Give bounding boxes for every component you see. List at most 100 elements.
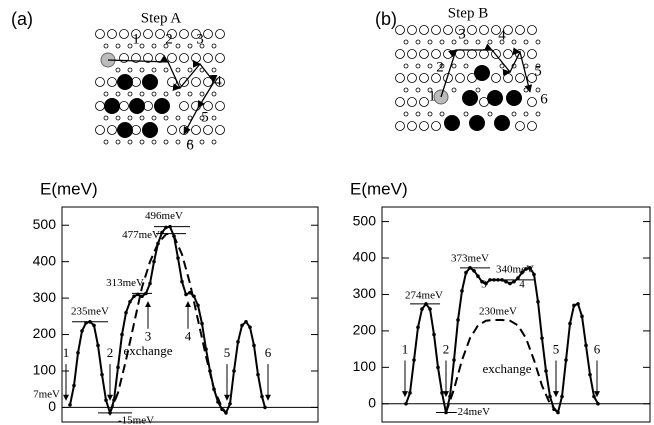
data-point xyxy=(476,274,480,279)
adatom xyxy=(462,90,478,106)
atom xyxy=(535,87,541,93)
data-point xyxy=(76,350,80,355)
panel-label: (b) xyxy=(375,9,397,29)
atom xyxy=(511,111,517,117)
data-point xyxy=(256,372,260,377)
atom xyxy=(203,29,213,39)
diffusion-path xyxy=(107,54,218,135)
atom xyxy=(143,29,153,39)
atom xyxy=(431,121,441,131)
atom xyxy=(115,91,121,97)
atom xyxy=(131,29,141,39)
panel-label: (a) xyxy=(11,9,33,29)
atom xyxy=(395,49,405,59)
atom xyxy=(479,25,489,35)
site-label: 2 xyxy=(443,341,450,356)
data-point xyxy=(564,358,568,362)
data-point xyxy=(96,343,100,348)
atom xyxy=(143,53,153,63)
inset-site-label: 3 xyxy=(196,31,204,47)
atom xyxy=(163,139,169,145)
y-tick-label: 0 xyxy=(368,394,376,410)
atom xyxy=(163,43,169,49)
atom xyxy=(427,63,433,69)
atom xyxy=(535,63,541,69)
atom xyxy=(203,53,213,63)
adatom xyxy=(117,122,133,138)
y-tick-label: 200 xyxy=(33,325,57,341)
adatom xyxy=(444,115,460,131)
data-point xyxy=(588,372,592,377)
atom xyxy=(523,63,529,69)
atom xyxy=(191,125,201,135)
y-tick-label: 100 xyxy=(353,358,377,374)
atom xyxy=(455,49,465,59)
data-point xyxy=(440,391,444,395)
energy-curve xyxy=(445,319,559,414)
atom xyxy=(191,53,201,63)
atom xyxy=(527,49,537,59)
data-point xyxy=(472,268,476,273)
data-point xyxy=(124,310,128,315)
plot-frame xyxy=(381,206,651,423)
atom xyxy=(443,49,453,59)
level-label: 235meV xyxy=(71,305,109,317)
atom xyxy=(163,115,169,121)
atom xyxy=(215,53,225,63)
atom xyxy=(107,77,117,87)
data-point xyxy=(128,299,132,304)
atom xyxy=(191,77,201,87)
site-label: 5 xyxy=(553,341,560,356)
data-point xyxy=(504,279,508,284)
site-label: 1 xyxy=(63,345,70,360)
adatom xyxy=(506,90,522,106)
atom xyxy=(175,67,181,73)
data-point xyxy=(572,303,576,308)
atom xyxy=(179,101,189,111)
atom xyxy=(407,25,417,35)
atom xyxy=(95,101,105,111)
data-point xyxy=(560,394,564,399)
atom xyxy=(419,25,429,35)
site-label: 4 xyxy=(185,329,192,344)
y-axis-label: E(meV) xyxy=(350,179,408,198)
inset-site-label: 5 xyxy=(534,63,542,79)
data-point xyxy=(580,314,584,319)
atom xyxy=(127,43,133,49)
y-axis-label: E(meV) xyxy=(40,179,98,198)
atom xyxy=(119,29,129,39)
atom xyxy=(139,43,145,49)
atom xyxy=(215,101,225,111)
atom xyxy=(415,111,421,117)
data-point xyxy=(244,319,248,324)
data-point xyxy=(148,281,152,286)
site-label: 4 xyxy=(519,279,525,291)
atom xyxy=(527,25,537,35)
atom xyxy=(115,67,121,73)
atom xyxy=(175,91,181,97)
atom xyxy=(199,91,205,97)
site-label: 1 xyxy=(402,341,409,356)
atom xyxy=(467,49,477,59)
data-point xyxy=(180,279,184,284)
atom xyxy=(511,39,517,45)
inset-site-label: 6 xyxy=(186,137,194,153)
atom xyxy=(139,91,145,97)
data-point xyxy=(576,302,580,306)
site-label: 3 xyxy=(481,279,487,291)
adatom xyxy=(474,65,490,81)
adatom xyxy=(154,98,170,114)
atom xyxy=(515,25,525,35)
atom xyxy=(187,43,193,49)
curve-label: exchange xyxy=(482,361,531,376)
data-point xyxy=(152,259,156,264)
atom xyxy=(503,73,513,83)
atom xyxy=(515,121,525,131)
atom xyxy=(467,25,477,35)
adatom xyxy=(142,74,158,90)
data-point xyxy=(260,394,264,399)
atom xyxy=(151,91,157,97)
atom xyxy=(403,87,409,93)
data-point xyxy=(488,278,492,282)
